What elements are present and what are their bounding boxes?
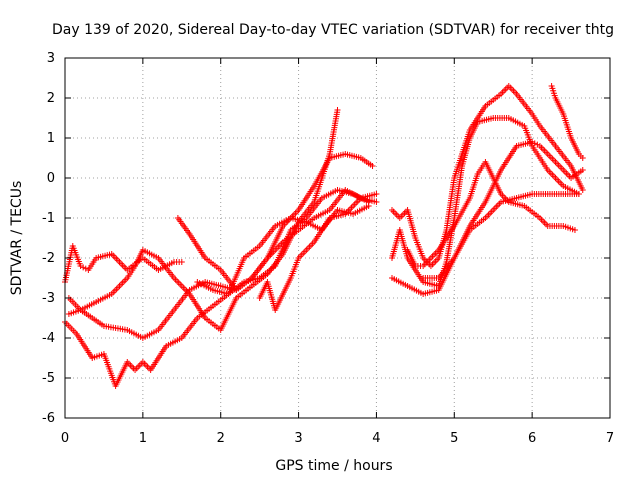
data-point	[579, 167, 586, 173]
plot-frame	[64, 57, 611, 419]
y-tick-label: -3	[42, 291, 55, 306]
x-tick-label: 1	[139, 431, 147, 446]
x-tick-label: 7	[606, 431, 614, 446]
y-tick-label: -4	[42, 331, 55, 346]
data-point	[579, 155, 586, 161]
x-axis-label: GPS time / hours	[275, 458, 392, 474]
data-point	[575, 191, 582, 197]
y-tick-label: 0	[47, 171, 55, 186]
x-tick-label: 5	[450, 431, 458, 446]
data-point	[365, 203, 372, 209]
data-point	[373, 199, 380, 205]
series-group	[389, 83, 586, 269]
y-tick-label: -2	[42, 251, 55, 266]
data-point	[369, 163, 376, 169]
series-group	[389, 139, 586, 297]
data-point-marker	[531, 140, 538, 147]
data-point	[373, 191, 380, 197]
y-axis-label: SDTVAR / TECUs	[9, 181, 25, 296]
y-tick-label: -5	[42, 371, 55, 386]
data-point	[178, 259, 185, 265]
x-tick-label: 3	[294, 431, 302, 446]
ticks-layer	[64, 57, 611, 419]
chart-title: Day 139 of 2020, Sidereal Day-to-day VTE…	[52, 22, 614, 38]
series-group	[256, 195, 380, 313]
data-point-marker	[534, 141, 541, 148]
x-tick-label: 0	[61, 431, 69, 446]
tick-labels-layer: 0 1 2 3 4 5 6 7 -6 -5 -4 -3 -2 -1 0 1 2 3	[42, 51, 614, 446]
data-point	[334, 107, 341, 113]
data-points-layer	[62, 83, 586, 389]
data-point	[77, 263, 84, 269]
data-point	[529, 139, 536, 145]
x-tick-label: 2	[217, 431, 225, 446]
y-tick-label: -6	[42, 411, 55, 426]
y-tick-label: -1	[42, 211, 55, 226]
data-point-marker	[80, 264, 87, 271]
x-tick-label: 6	[528, 431, 536, 446]
data-point-marker	[82, 265, 89, 272]
y-tick-label: 2	[47, 91, 55, 106]
y-tick-label: 1	[47, 131, 55, 146]
series-group	[65, 107, 341, 333]
y-tick-label: 3	[47, 51, 55, 66]
data-point	[571, 227, 578, 233]
series-group	[548, 83, 586, 161]
x-tick-label: 4	[372, 431, 380, 446]
data-point	[579, 187, 586, 193]
series-group	[194, 203, 372, 297]
series-group	[420, 191, 582, 281]
